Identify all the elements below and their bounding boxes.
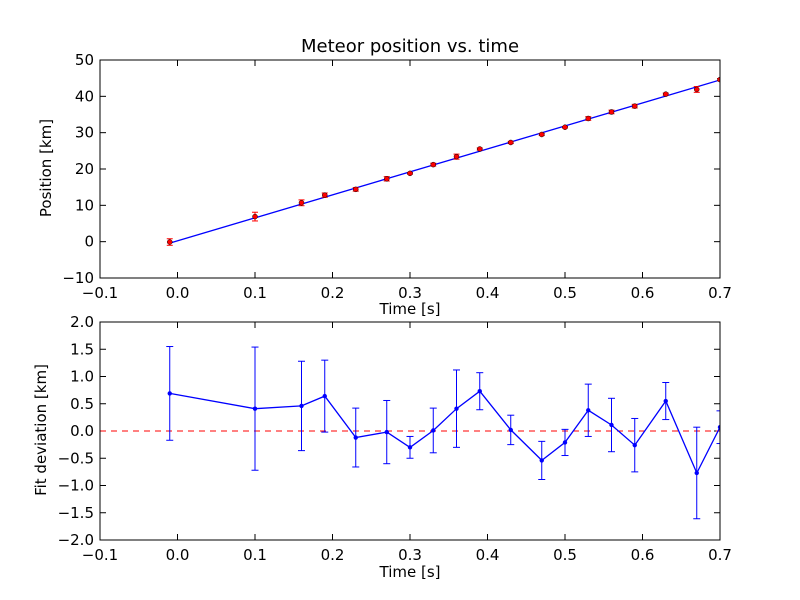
x-tick-label: 0.3	[398, 284, 422, 302]
x-tick-label: −0.1	[82, 546, 118, 564]
data-point	[609, 422, 614, 428]
data-point	[322, 393, 327, 399]
data-point	[632, 442, 637, 448]
data-point	[453, 153, 460, 160]
position-chart: Meteor position vs. time −0.1 0.0 0.1 0.2 0.…	[37, 36, 732, 318]
plot-frame	[99, 59, 721, 279]
data-point	[585, 115, 591, 122]
y-tick-label: 2.0	[70, 313, 94, 331]
x-tick-label: 0.4	[476, 546, 500, 564]
y-axis-label: Fit deviation [km]	[32, 364, 50, 496]
data-point	[430, 161, 436, 168]
y-tick-label: 20	[75, 160, 94, 178]
data-point	[252, 213, 258, 220]
y-tick-label: 40	[75, 87, 94, 105]
x-tick-label: 0.4	[476, 284, 500, 302]
fit-line	[169, 79, 720, 244]
y-tick-label: 10	[75, 196, 94, 214]
x-tick-label: 0.1	[243, 284, 267, 302]
data-point	[407, 170, 413, 177]
data-point	[477, 389, 482, 394]
y-tick-label: −10	[62, 269, 94, 287]
data-point	[663, 91, 669, 97]
data-point	[508, 139, 514, 146]
data-point	[299, 403, 304, 409]
x-tick-label: 0.6	[631, 284, 655, 302]
y-axis-label: Position [km]	[37, 119, 55, 217]
x-tick-label: 0.6	[631, 546, 655, 564]
data-point	[431, 428, 436, 433]
data-point	[353, 435, 358, 440]
y-tick-label: −1.5	[58, 504, 94, 522]
x-tick-label: 0.2	[321, 284, 345, 302]
data-point	[508, 427, 513, 433]
x-tick-label: 0.3	[398, 546, 422, 564]
x-tick-label: −0.1	[82, 284, 118, 302]
y-tick-label: 1.0	[70, 368, 94, 386]
data-point	[167, 391, 172, 396]
plot-content	[100, 346, 720, 520]
x-tick-label: 0.5	[553, 546, 577, 564]
y-tick-label: 30	[75, 124, 94, 142]
data-point	[384, 176, 390, 182]
plot-content	[166, 76, 720, 246]
data-point	[632, 103, 638, 109]
y-tick-label: −1.0	[58, 477, 94, 495]
x-tick-label: 0.0	[166, 546, 190, 564]
y-tick-label: 50	[75, 51, 94, 69]
deviation-chart: −0.1 0.0 0.1 0.2 0.3 0.4 0.5 0.6 0.7 −2.0 −1.5 −1.0…	[32, 313, 732, 581]
y-tick-label: 0.0	[70, 422, 94, 440]
x-tick-label: 0.7	[708, 546, 732, 564]
x-tick-label: 0.5	[553, 284, 577, 302]
y-tick-label: −2.0	[58, 531, 94, 549]
data-point	[694, 470, 699, 476]
y-tick-label: 1.5	[70, 340, 94, 358]
data-point	[562, 124, 568, 130]
x-axis-label: Time [s]	[379, 300, 441, 318]
data-point	[694, 86, 700, 93]
x-tick-label: 0.7	[708, 284, 732, 302]
data-point	[167, 239, 173, 245]
data-point	[539, 458, 544, 463]
data-point	[562, 440, 568, 445]
data-point	[384, 429, 389, 435]
x-axis-label: Time [s]	[379, 563, 441, 581]
data-point	[252, 406, 258, 411]
data-point	[477, 146, 483, 152]
deviation-plot-area: −0.1 0.0 0.1 0.2 0.3 0.4 0.5 0.6 0.7 −2.0 −1.5 −1.0…	[58, 313, 732, 564]
x-tick-label: 0.0	[166, 284, 190, 302]
data-point	[608, 109, 615, 115]
x-tick-label: 0.1	[243, 546, 267, 564]
y-tick-label: −0.5	[58, 449, 94, 467]
data-point	[539, 131, 545, 138]
data-point	[322, 192, 328, 198]
data-point	[407, 445, 413, 450]
y-tick-label: 0	[84, 233, 94, 251]
y-tick-label: 0.5	[70, 395, 94, 413]
data-point	[717, 424, 720, 430]
plot-frame	[99, 321, 721, 541]
data-point	[663, 398, 668, 404]
data-point	[353, 186, 359, 193]
chart-title: Meteor position vs. time	[301, 36, 519, 57]
position-plot-area: −0.1 0.0 0.1 0.2 0.3 0.4 0.5 0.6 0.7 −10 0 10 20 30 40…	[62, 51, 732, 302]
data-point	[717, 76, 720, 83]
x-tick-label: 0.2	[321, 546, 345, 564]
data-point	[586, 408, 591, 413]
data-point	[298, 200, 305, 206]
data-point	[454, 406, 459, 411]
